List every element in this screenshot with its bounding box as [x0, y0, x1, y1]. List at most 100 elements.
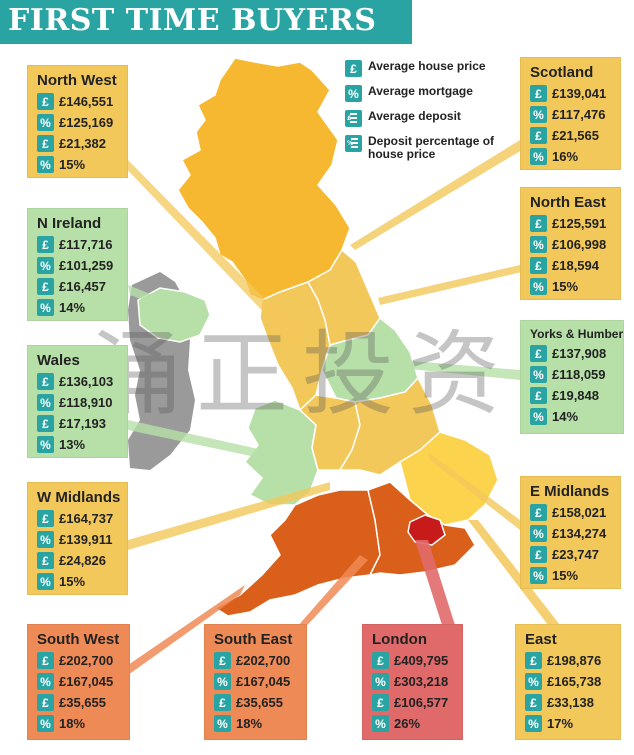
average-mortgage: £167,045	[59, 674, 114, 689]
deposit-percentage: 13%	[59, 437, 86, 452]
average-house-price: £146,551	[59, 94, 114, 109]
deposit-percentage: 14%	[59, 300, 86, 315]
region-name: South East	[214, 631, 293, 648]
region-box-w-midlands: W Midlands £ £164,737 % £139,911 £ £24,826 …	[27, 482, 128, 595]
deposit-icon: £	[214, 694, 231, 711]
deposit-percent-icon: %	[37, 573, 54, 590]
region-name: North West	[37, 72, 117, 89]
pound-icon: £	[37, 652, 54, 669]
deposit-percent-icon: %	[37, 436, 54, 453]
average-deposit: £33,138	[547, 695, 594, 710]
region-box-e-midlands: E Midlands £ £158,021 % £134,274 £ £23,747 …	[520, 476, 621, 589]
leader-north-west	[118, 160, 305, 345]
average-deposit: £35,655	[236, 695, 283, 710]
deposit-icon: £	[530, 127, 547, 144]
average-deposit: £23,747	[552, 547, 599, 562]
region-name: North East	[530, 194, 606, 211]
deposit-percentage: 17%	[547, 716, 574, 731]
average-mortgage: £165,738	[547, 674, 602, 689]
deposit-icon: £	[37, 694, 54, 711]
legend-item-deposit-pct: % Deposit percentage of house price	[345, 135, 505, 161]
percent-icon: %	[37, 394, 54, 411]
deposit-percentage: 14%	[552, 409, 579, 424]
leader-wales	[128, 420, 272, 460]
region-box-yorks-humber: Yorks & Humber £ £137,908 % £118,059 £ £19,…	[520, 320, 624, 434]
percent-icon: %	[530, 366, 547, 383]
deposit-percent-icon: %	[214, 715, 231, 732]
average-mortgage: £139,911	[59, 532, 113, 547]
pound-icon: £	[214, 652, 231, 669]
average-mortgage: £134,274	[552, 526, 607, 541]
leader-n-ireland	[128, 285, 170, 310]
leader-yorks-humber	[400, 360, 520, 380]
pound-icon: £	[530, 345, 547, 362]
deposit-icon: £	[37, 552, 54, 569]
average-mortgage: £125,169	[59, 115, 114, 130]
average-mortgage: £303,218	[394, 674, 449, 689]
region-name: London	[372, 631, 427, 648]
leader-london	[415, 540, 455, 625]
region-box-south-east: South East £ £202,700 % £167,045 £ £35,655 …	[204, 624, 307, 740]
deposit-percent-icon: %	[37, 715, 54, 732]
deposit-icon: £	[372, 694, 389, 711]
average-deposit: £106,577	[394, 695, 449, 710]
deposit-percent-icon: %	[530, 278, 547, 295]
region-name: W Midlands	[37, 489, 121, 506]
region-box-london: London £ £409,795 % £303,218 £ £106,577 % 26…	[362, 624, 463, 740]
region-name: Yorks & Humber	[530, 327, 624, 341]
percent-icon: %	[37, 531, 54, 548]
deposit-percentage: 15%	[59, 157, 86, 172]
region-name: Wales	[37, 352, 80, 369]
average-house-price: £136,103	[59, 374, 114, 389]
region-name: N Ireland	[37, 215, 102, 232]
average-deposit: £18,594	[552, 258, 599, 273]
region-east	[399, 431, 499, 526]
average-mortgage: £118,910	[59, 395, 113, 410]
legend-label: Average mortgage	[368, 84, 473, 98]
deposit-icon: £	[37, 415, 54, 432]
deposit-percent-icon: %	[530, 567, 547, 584]
deposit-percentage: 18%	[59, 716, 86, 731]
average-deposit: £19,848	[552, 388, 599, 403]
legend-item-deposit: £ Average deposit	[345, 110, 505, 127]
deposit-icon: £	[37, 135, 54, 152]
legend-label: Average house price	[368, 59, 486, 73]
deposit-percent-icon: %	[37, 156, 54, 173]
average-house-price: £137,908	[552, 346, 607, 361]
pound-icon: £	[37, 510, 54, 527]
average-deposit: £24,826	[59, 553, 106, 568]
region-box-north-west: North West £ £146,551 % £125,169 £ £21,382 …	[27, 65, 128, 178]
deposit-percentage: 26%	[394, 716, 421, 731]
average-deposit: £35,655	[59, 695, 106, 710]
percent-icon: %	[214, 673, 231, 690]
average-deposit: £21,565	[552, 128, 599, 143]
percent-icon: %	[37, 114, 54, 131]
region-name: South West	[37, 631, 120, 648]
average-house-price: £202,700	[59, 653, 114, 668]
deposit-percent-icon: %	[530, 408, 547, 425]
deposit-icon: £	[530, 257, 547, 274]
region-scotland	[177, 57, 351, 301]
leader-south-east	[290, 555, 368, 635]
title-bar: FIRST TIME BUYERS	[0, 0, 412, 44]
percent-icon: %	[530, 525, 547, 542]
legend-item-mortgage: % Average mortgage	[345, 85, 505, 102]
deposit-percent-icon: %	[530, 148, 547, 165]
page-title: FIRST TIME BUYERS	[8, 3, 377, 38]
region-box-scotland: Scotland £ £139,041 % £117,476 £ £21,565 % 1…	[520, 57, 621, 170]
average-house-price: £139,041	[552, 86, 607, 101]
deposit-icon: £	[530, 387, 547, 404]
pound-icon: £	[525, 652, 542, 669]
svg-text:£: £	[347, 115, 351, 122]
region-london	[407, 514, 446, 546]
percent-icon: %	[530, 236, 547, 253]
region-name: East	[525, 631, 557, 648]
percent-icon: %	[37, 257, 54, 274]
average-mortgage: £117,476	[552, 107, 606, 122]
pound-icon: £	[530, 85, 547, 102]
percent-icon: %	[372, 673, 389, 690]
legend: £ Average house price % Average mortgage…	[345, 60, 505, 169]
deposit-percentage: 15%	[59, 574, 86, 589]
average-house-price: £198,876	[547, 653, 602, 668]
